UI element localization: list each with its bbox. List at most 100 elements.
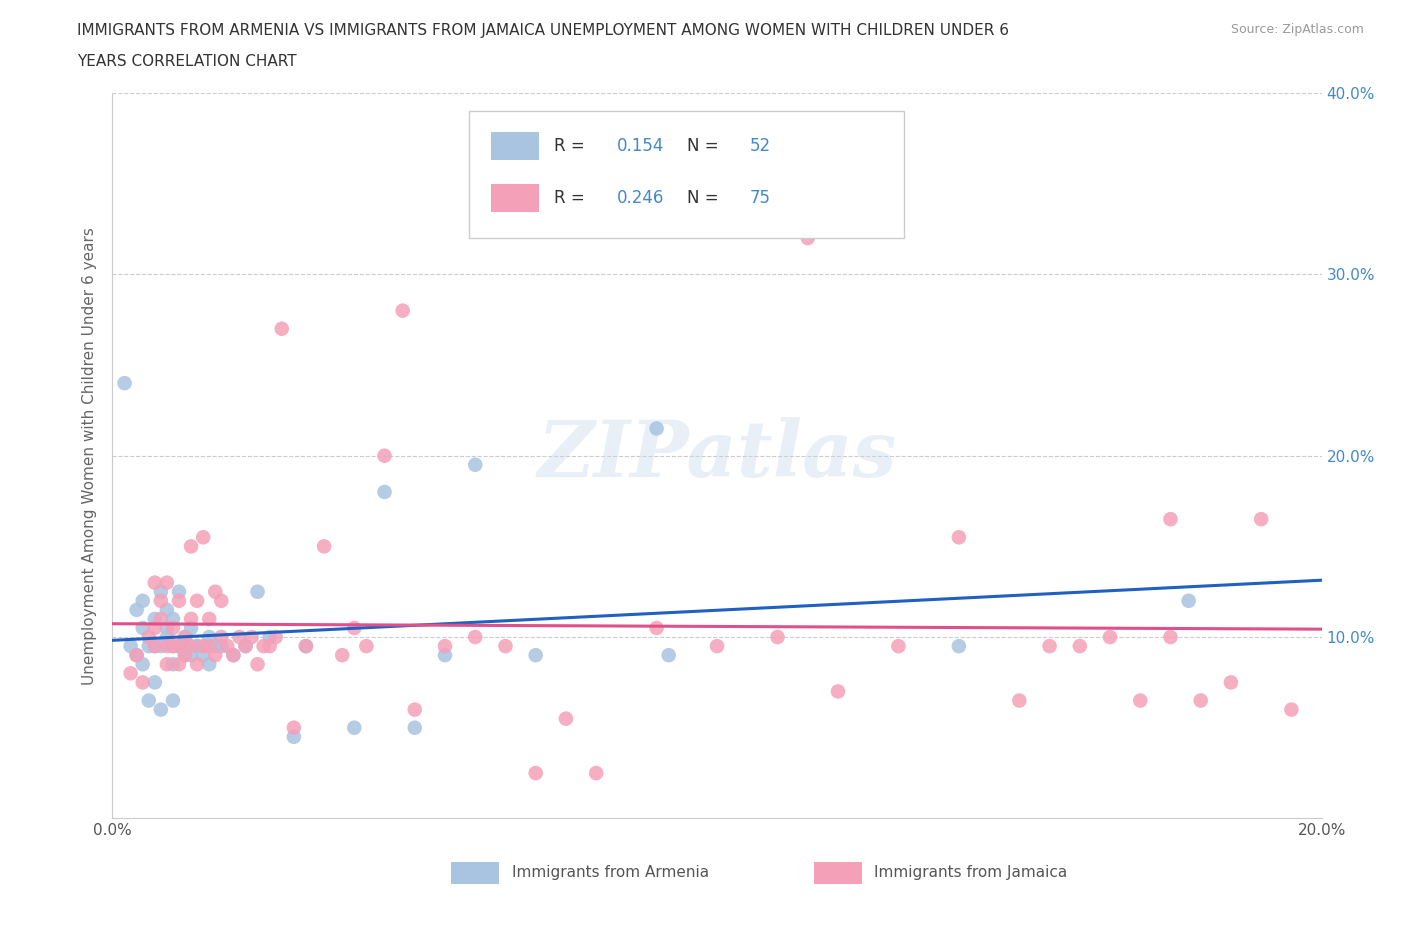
Bar [451,862,499,883]
Point [585,765,607,780]
Y-axis label: Unemployment Among Women with Children Under 6 years: Unemployment Among Women with Children U… [82,227,97,684]
Point [222,648,245,663]
Point [1008,693,1031,708]
Point [143,620,166,635]
Point [948,639,970,654]
Point [495,639,517,654]
Point [132,657,155,671]
Point [143,639,166,654]
Point [120,666,142,681]
Text: R =: R = [554,137,591,155]
Point [174,639,197,654]
Point [270,322,292,337]
Point [209,630,232,644]
Point [374,485,396,499]
Point [174,630,197,644]
Point [948,530,970,545]
Point [645,620,668,635]
Point [1038,639,1062,654]
FancyBboxPatch shape [470,112,904,238]
Point [138,639,160,654]
Point [167,639,190,654]
Point [125,648,148,663]
Point [222,648,245,663]
Point [766,630,789,644]
Point [120,639,142,654]
Point [149,593,172,608]
Point [1177,593,1199,608]
Point [706,639,728,654]
Point [554,711,576,726]
Point [191,530,214,545]
Point [240,630,263,644]
Point [149,584,172,599]
Bar [491,184,540,212]
Point [1279,702,1302,717]
Point [180,648,202,663]
Point [149,702,172,717]
Point [259,630,281,644]
Point [464,458,486,472]
Point [125,603,148,618]
Point [156,575,179,591]
Point [283,729,305,744]
Point [186,593,208,608]
Point [180,639,202,654]
Point [1098,630,1121,644]
Point [162,612,184,627]
Point [283,720,305,735]
Point [264,630,287,644]
Point [246,657,269,671]
Point [217,639,239,654]
Point [143,612,166,627]
Point [167,584,190,599]
Point [658,648,681,663]
Point [796,231,818,246]
Point [1250,512,1272,526]
Text: YEARS CORRELATION CHART: YEARS CORRELATION CHART [77,54,297,69]
Point [433,639,456,654]
Point [156,657,179,671]
Point [156,639,179,654]
Point [180,539,202,554]
Point [138,630,160,644]
Point [191,648,214,663]
Point [204,584,226,599]
Point [209,639,232,654]
Point [162,693,184,708]
Point [827,684,849,699]
Point [162,639,184,654]
Text: Immigrants from Armenia: Immigrants from Armenia [512,865,709,881]
Point [314,539,336,554]
Point [1129,693,1152,708]
Bar [491,132,540,160]
Point [180,612,202,627]
Point [433,648,456,663]
Point [132,675,155,690]
Point [1220,675,1243,690]
Point [391,303,413,318]
Point [235,639,257,654]
Point [204,639,226,654]
Point [174,630,197,644]
Point [295,639,318,654]
Text: 75: 75 [749,189,770,207]
Point [1159,512,1181,526]
Point [143,639,166,654]
Point [524,765,547,780]
Text: Immigrants from Jamaica: Immigrants from Jamaica [875,865,1067,881]
Point [149,612,172,627]
Point [143,675,166,690]
Point [198,639,221,654]
Point [1159,630,1181,644]
Text: ZIPatlas: ZIPatlas [537,418,897,494]
Point [132,593,155,608]
Text: 52: 52 [749,137,770,155]
Text: 0.246: 0.246 [617,189,664,207]
Point [186,639,208,654]
Point [167,657,190,671]
Point [186,657,208,671]
Text: R =: R = [554,189,591,207]
Point [645,421,668,436]
Text: Source: ZipAtlas.com: Source: ZipAtlas.com [1230,23,1364,36]
